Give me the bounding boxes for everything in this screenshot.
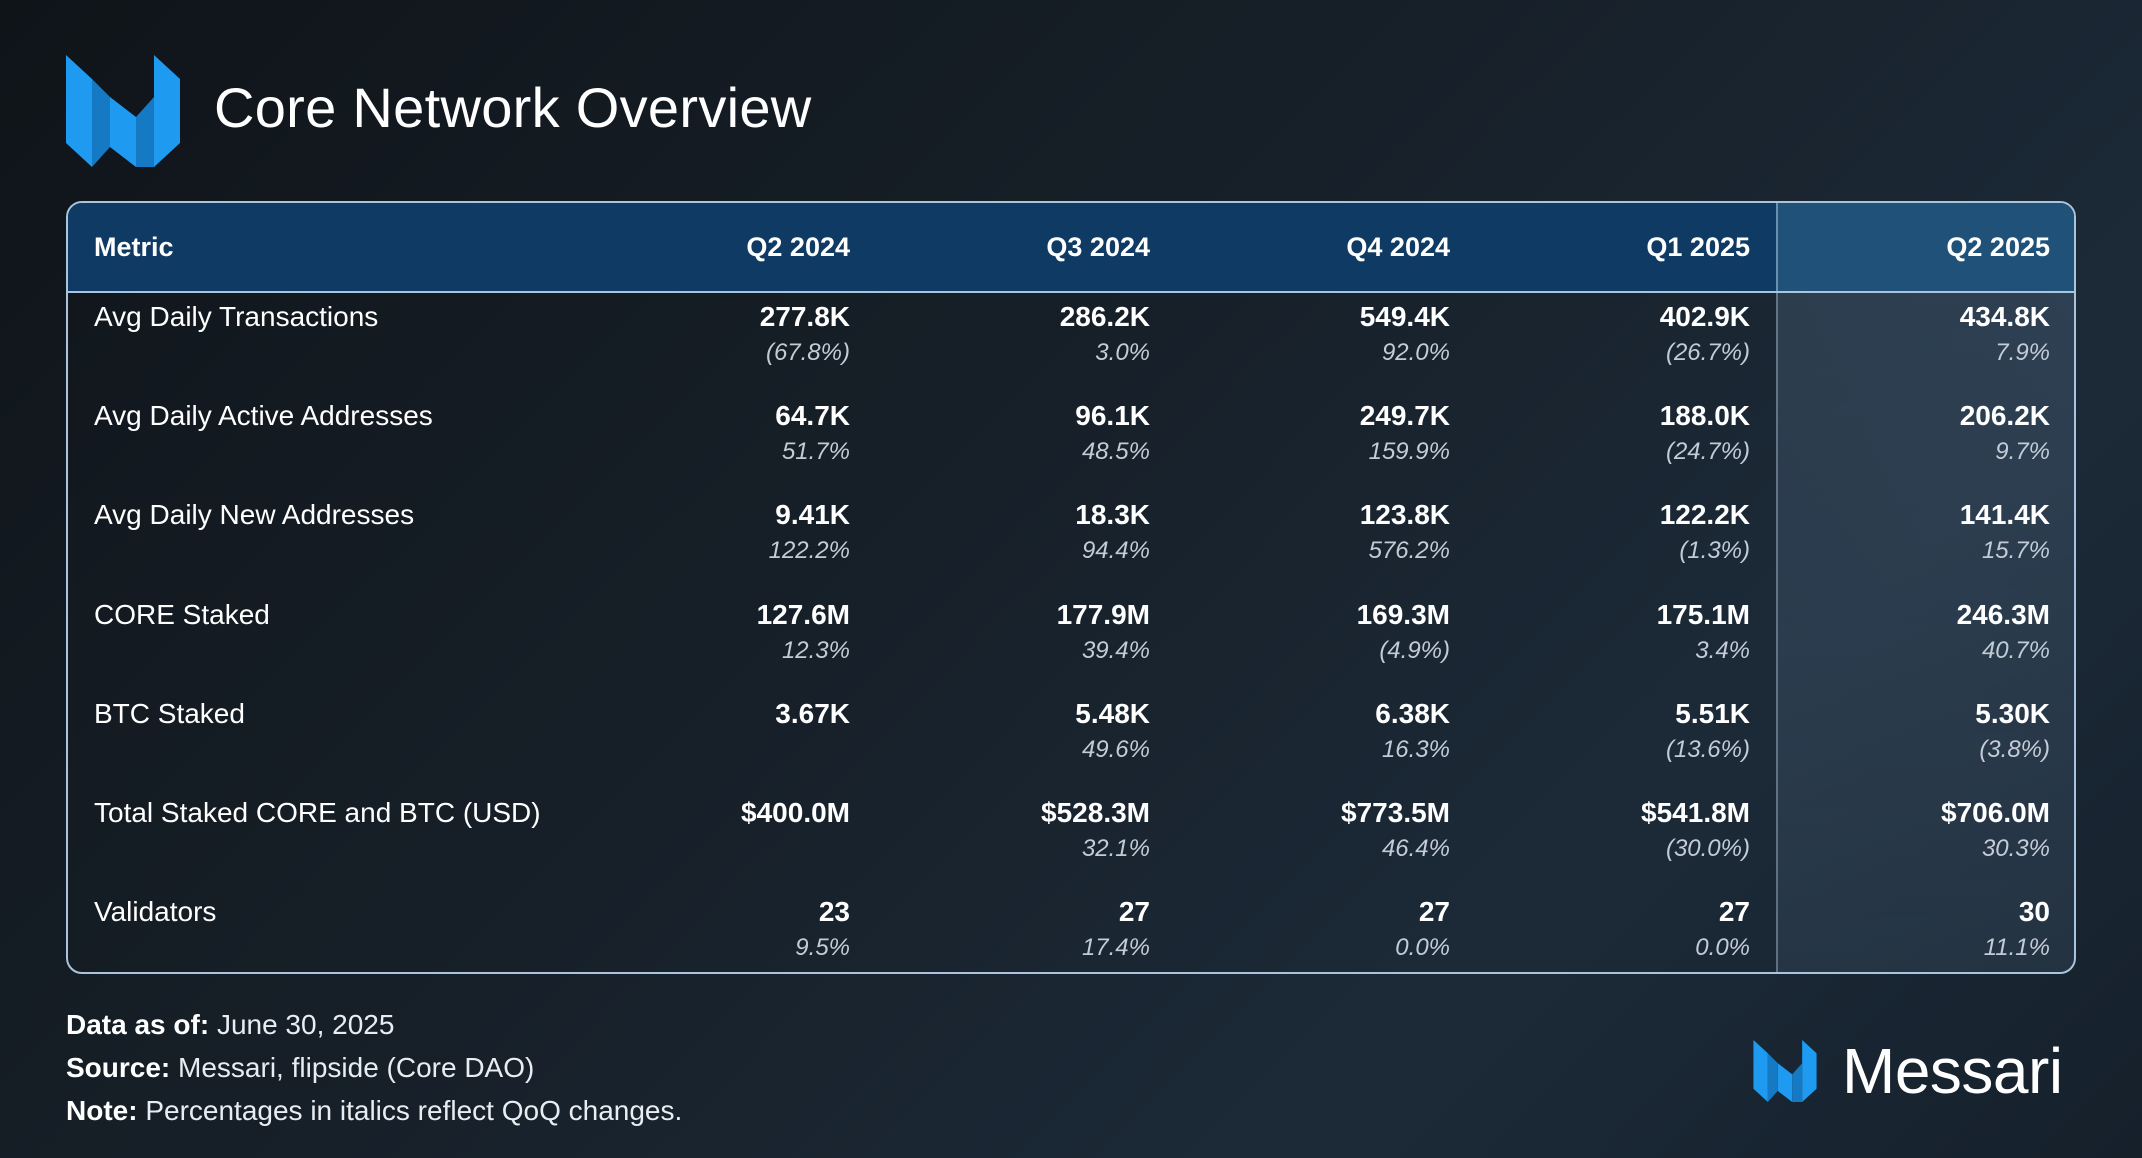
qoq-change: 92.0% — [1381, 339, 1450, 366]
table-header-row: Metric Q2 2024 Q3 2024 Q4 2024 Q1 2025 Q… — [68, 203, 2074, 293]
metric-label: BTC Staked — [94, 697, 245, 729]
header-q3-2024: Q3 2024 — [1046, 232, 1150, 262]
header-metric: Metric — [94, 232, 174, 262]
metric-label: Validators — [94, 896, 217, 928]
qoq-change: 576.2% — [1368, 537, 1450, 565]
qoq-change: 7.9% — [1995, 339, 2050, 366]
qoq-change: (13.6%) — [1665, 735, 1750, 763]
metric-value: $400.0M — [741, 797, 850, 828]
qoq-change: 0.0% — [1695, 934, 1750, 962]
qoq-change: 0.0% — [1395, 934, 1450, 962]
qoq-change: 40.7% — [1981, 636, 2050, 664]
qoq-change: 12.3% — [781, 636, 850, 664]
metric-value: 177.9M — [1056, 598, 1150, 630]
metrics-table: Metric Q2 2024 Q3 2024 Q4 2024 Q1 2025 Q… — [66, 201, 2076, 974]
metric-value: 434.8K — [1959, 301, 2050, 332]
metric-value: 5.51K — [1675, 697, 1750, 729]
metric-value: 206.2K — [1959, 400, 2050, 432]
messari-brand-icon — [1753, 1040, 1817, 1102]
highlight-column — [1776, 203, 2074, 972]
qoq-change: 51.7% — [781, 438, 850, 466]
metric-value: 96.1K — [1075, 400, 1150, 432]
metric-value: 9.41K — [775, 499, 850, 531]
metric-label: Total Staked CORE and BTC (USD) — [94, 797, 541, 828]
metric-value: 64.7K — [775, 400, 850, 432]
qoq-change: 94.4% — [1081, 537, 1150, 565]
metric-value: 23 — [818, 896, 850, 928]
note-label: Note: — [66, 1095, 138, 1126]
metric-value: 549.4K — [1359, 301, 1450, 332]
metric-value: 123.8K — [1359, 499, 1450, 531]
qoq-change: (1.3%) — [1679, 537, 1750, 565]
qoq-change: 49.6% — [1081, 735, 1150, 763]
metric-value: 246.3M — [1956, 598, 2050, 630]
metric-label: Avg Daily New Addresses — [94, 499, 415, 531]
qoq-change: 48.5% — [1081, 438, 1150, 466]
messari-logo-icon — [66, 55, 180, 167]
brand-name: Messari — [1842, 1035, 2063, 1107]
metric-value: 27 — [1118, 896, 1150, 928]
qoq-change: 3.4% — [1695, 636, 1750, 664]
metric-value: 5.48K — [1075, 697, 1150, 729]
qoq-change: 9.5% — [795, 934, 850, 962]
metric-value: 277.8K — [759, 301, 850, 332]
qoq-change: (3.8%) — [1979, 735, 2050, 763]
qoq-change: (26.7%) — [1665, 339, 1750, 366]
page-title: Core Network Overview — [214, 76, 812, 139]
header-q4-2024: Q4 2024 — [1346, 232, 1450, 262]
qoq-change: 3.0% — [1095, 339, 1150, 366]
qoq-change: 159.9% — [1368, 438, 1450, 466]
metric-value: 402.9K — [1659, 301, 1750, 332]
metric-value: $706.0M — [1941, 797, 2050, 828]
metric-value: $773.5M — [1341, 797, 1450, 828]
qoq-change: 15.7% — [1981, 537, 2050, 565]
metric-label: Avg Daily Transactions — [94, 301, 379, 332]
metric-value: 127.6M — [756, 598, 850, 630]
qoq-change: (4.9%) — [1379, 636, 1450, 664]
header-highlight — [1776, 203, 2074, 291]
metric-value: 141.4K — [1959, 499, 2050, 531]
qoq-change: 17.4% — [1081, 934, 1150, 962]
header-q2-2024: Q2 2024 — [746, 232, 850, 262]
metric-value: 18.3K — [1075, 499, 1150, 531]
metric-value: 5.30K — [1975, 697, 2050, 729]
footer-data-as-of: Data as of: June 30, 2025 — [66, 1009, 394, 1041]
metric-value: 122.2K — [1659, 499, 1750, 531]
metric-value: 169.3M — [1356, 598, 1450, 630]
qoq-change: 32.1% — [1081, 835, 1150, 862]
data-as-of-value: June 30, 2025 — [216, 1009, 395, 1040]
qoq-change: 11.1% — [1983, 934, 2050, 962]
note-value: Percentages in italics reflect QoQ chang… — [145, 1095, 683, 1126]
metric-value: 30 — [2018, 896, 2050, 928]
metric-value: 27 — [1718, 896, 1750, 928]
qoq-change: 46.4% — [1381, 835, 1450, 862]
qoq-change: (30.0%) — [1665, 835, 1750, 862]
metric-value: 188.0K — [1659, 400, 1750, 432]
data-as-of-label: Data as of: — [66, 1009, 210, 1040]
metric-value: 6.38K — [1375, 697, 1450, 729]
qoq-change: 30.3% — [1981, 835, 2050, 862]
footer-note: Note: Percentages in italics reflect QoQ… — [66, 1095, 682, 1127]
metric-label: Avg Daily Active Addresses — [94, 400, 433, 432]
metric-value: $541.8M — [1641, 797, 1750, 828]
metric-value: 286.2K — [1059, 301, 1150, 332]
source-label: Source: — [66, 1052, 171, 1083]
metric-label: CORE Staked — [94, 598, 270, 630]
qoq-change: (24.7%) — [1665, 438, 1750, 466]
header-q1-2025: Q1 2025 — [1646, 232, 1750, 262]
metric-value: 249.7K — [1359, 400, 1450, 432]
source-value: Messari, flipside (Core DAO) — [178, 1052, 535, 1083]
qoq-change: 39.4% — [1081, 636, 1150, 664]
header-q2-2025: Q2 2025 — [1946, 232, 2050, 262]
qoq-change: 9.7% — [1995, 438, 2050, 466]
footer-source: Source: Messari, flipside (Core DAO) — [66, 1052, 534, 1084]
metric-value: 3.67K — [775, 697, 850, 729]
metric-value: 27 — [1418, 896, 1450, 928]
qoq-change: (67.8%) — [765, 339, 850, 366]
metric-value: $528.3M — [1041, 797, 1150, 828]
metric-value: 175.1M — [1656, 598, 1750, 630]
qoq-change: 122.2% — [768, 537, 850, 565]
qoq-change: 16.3% — [1381, 735, 1450, 763]
